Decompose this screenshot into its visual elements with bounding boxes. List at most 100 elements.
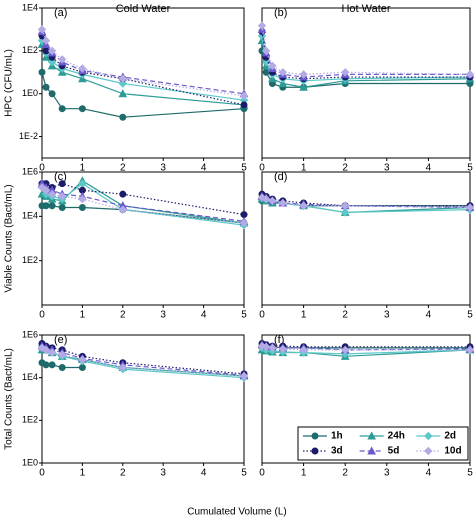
plot-frame (261, 171, 471, 306)
marker (42, 83, 50, 91)
x-tick-label: 2 (342, 468, 348, 479)
x-tick-label: 3 (160, 468, 166, 479)
series-line (261, 25, 471, 75)
marker (340, 68, 350, 77)
series-line (41, 72, 245, 118)
x-tick-label: 4 (201, 310, 207, 321)
marker (239, 371, 249, 381)
y-tick-label: 1E0 (22, 457, 38, 467)
marker (58, 363, 66, 371)
x-tick-label: 4 (426, 163, 432, 174)
x-tick-label: 1 (80, 468, 86, 479)
marker (261, 342, 271, 352)
y-tick-label: 1E4 (22, 211, 38, 221)
x-tick-label: 1 (80, 163, 86, 174)
series-line (261, 342, 470, 348)
x-tick-label: 5 (241, 163, 247, 174)
x-tick-label: 4 (201, 163, 207, 174)
series-line (41, 347, 245, 377)
series-line (261, 197, 471, 214)
marker (78, 194, 87, 204)
panel-label: (f) (274, 334, 284, 346)
x-tick-label: 0 (259, 310, 265, 321)
x-tick-label: 5 (241, 310, 247, 321)
x-tick-label: 5 (241, 468, 247, 479)
marker (78, 363, 86, 371)
marker (278, 198, 288, 208)
x-tick-label: 0 (39, 163, 45, 174)
y-tick-label: 1E6 (22, 166, 38, 176)
marker (38, 68, 46, 76)
marker (48, 202, 56, 210)
marker (261, 194, 271, 204)
marker (119, 190, 127, 198)
x-tick-label: 0 (39, 468, 45, 479)
x-tick-label: 0 (39, 310, 45, 321)
marker (465, 345, 474, 355)
y-axis-label: Total Counts (Bact/mL) (4, 348, 15, 450)
marker (41, 186, 51, 195)
legend-marker (367, 431, 377, 440)
marker (278, 344, 288, 354)
series-line (41, 31, 245, 95)
marker (340, 208, 350, 217)
x-tick-label: 3 (384, 310, 390, 321)
marker (465, 70, 474, 79)
x-tick-label: 5 (467, 163, 473, 174)
marker (58, 180, 66, 188)
x-tick-label: 1 (301, 163, 307, 174)
x-tick-label: 3 (384, 468, 390, 479)
series-line (261, 29, 470, 78)
plot-frame (41, 334, 245, 464)
marker (41, 36, 51, 45)
marker (278, 78, 288, 87)
marker (37, 343, 47, 353)
x-tick-label: 5 (467, 468, 473, 479)
x-tick-label: 2 (120, 163, 126, 174)
marker (78, 355, 87, 364)
legend-label: 2d (444, 431, 456, 442)
legend-box (297, 426, 469, 461)
x-tick-label: 2 (342, 163, 348, 174)
marker (37, 183, 47, 192)
column-title: Cold Water (116, 3, 171, 15)
x-tick-label: 3 (160, 310, 166, 321)
x-tick-label: 5 (467, 310, 473, 321)
legend-label: 10d (444, 446, 461, 457)
marker (261, 46, 271, 56)
x-tick-label: 4 (201, 468, 207, 479)
marker (278, 68, 288, 77)
marker (340, 345, 350, 355)
x-tick-label: 1 (301, 468, 307, 479)
marker (47, 189, 57, 199)
marker (239, 218, 249, 228)
x-tick-label: 1 (301, 310, 307, 321)
marker (42, 202, 50, 210)
series-line (261, 31, 470, 80)
marker (58, 204, 66, 212)
panel-label: (a) (54, 7, 67, 19)
marker (48, 361, 56, 369)
y-axis-label: Viable Counts (Bact/mL) (4, 184, 15, 292)
marker (239, 91, 249, 100)
marker (299, 201, 308, 210)
x-tick-label: 4 (426, 310, 432, 321)
y-tick-label: 1E4 (22, 2, 38, 12)
legend-marker (311, 432, 319, 440)
plot-frame (41, 171, 245, 306)
legend-marker (367, 446, 377, 455)
marker (299, 70, 308, 79)
marker (299, 345, 308, 355)
marker (48, 90, 56, 98)
marker (78, 204, 86, 212)
marker (340, 201, 350, 210)
marker (78, 64, 87, 73)
marker (268, 196, 277, 206)
marker (240, 211, 248, 219)
marker (268, 343, 277, 353)
panel-label: (e) (54, 334, 67, 346)
series-line (41, 35, 245, 106)
x-tick-label: 3 (384, 163, 390, 174)
x-axis-label: Cumulated Volume (L) (187, 507, 287, 518)
marker (118, 74, 128, 83)
